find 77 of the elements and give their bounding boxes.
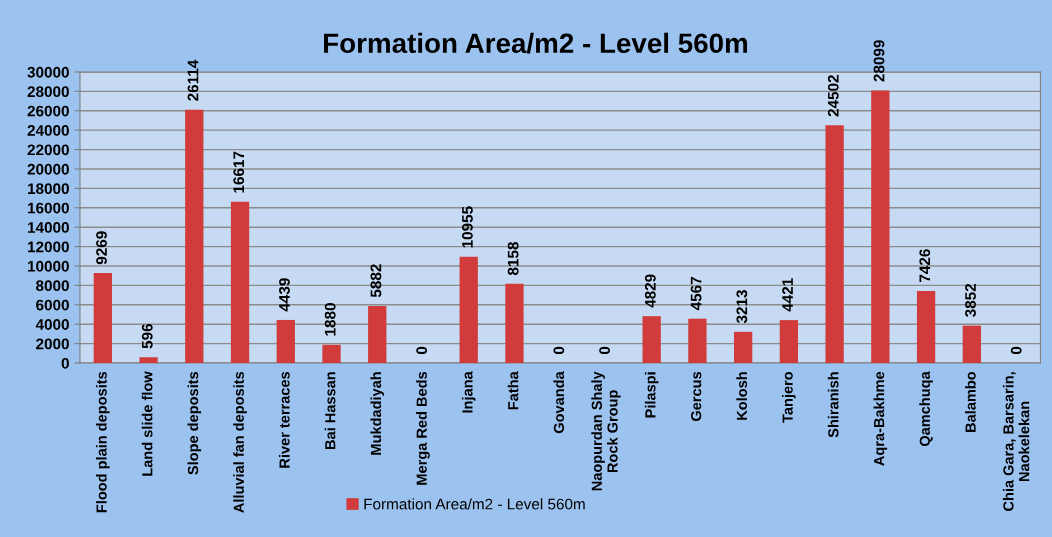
y-tick-label: 8000 (36, 280, 69, 292)
y-tick-label: 24000 (27, 125, 69, 136)
x-tick-label: River terraces (278, 371, 290, 468)
y-tick-label: 20000 (27, 163, 69, 175)
data-label: 4439 (279, 278, 290, 312)
y-tick-label: 12000 (28, 241, 69, 253)
x-tick-label: Gercus (690, 371, 702, 421)
data-label: 1880 (324, 303, 336, 336)
x-tick-label: Alluvial fan deposits (233, 371, 247, 513)
x-tick-label: Bai Hassan (324, 372, 336, 449)
bar (93, 273, 112, 364)
data-label: 0 (1010, 346, 1022, 355)
x-tick-label: Kolosh (736, 372, 748, 420)
data-label: 0 (553, 346, 565, 355)
data-label: 9269 (96, 231, 107, 265)
bar (322, 344, 341, 364)
bar (230, 201, 250, 364)
x-tick-label: Tanjero (782, 371, 796, 423)
x-tick-label: Injana (461, 371, 476, 413)
x-tick-label: Pilaspi (644, 372, 659, 418)
bar (276, 319, 295, 364)
bar (505, 283, 524, 364)
y-tick-label: 28000 (27, 86, 69, 98)
y-tick-label: 4000 (35, 319, 69, 330)
x-tick-label: Slope deposits (187, 371, 202, 475)
y-tick-label: 26000 (27, 105, 69, 117)
y-tick-label: 2000 (36, 338, 69, 350)
y-tick-label: 22000 (27, 144, 69, 156)
data-label: 4567 (690, 277, 702, 311)
data-label: 28099 (873, 40, 885, 82)
x-tick-label: Merga Red Beds (416, 371, 430, 485)
y-tick-label: 6000 (36, 299, 69, 311)
data-label: 8158 (507, 242, 519, 276)
bar (871, 90, 890, 364)
bar (825, 125, 844, 364)
bar (642, 316, 661, 364)
bar (733, 331, 753, 364)
data-label: 4829 (644, 274, 656, 308)
x-tick-label: Land slide flow (141, 371, 153, 476)
y-tick-label: 16000 (28, 202, 69, 214)
data-label: 0 (416, 346, 428, 355)
bar (688, 318, 707, 364)
bar (962, 325, 981, 364)
bar (916, 290, 936, 364)
legend-label: Formation Area/m2 - Level 560m (364, 498, 585, 510)
y-tick-label: 14000 (28, 222, 69, 233)
data-label: 7426 (919, 249, 931, 282)
bar (368, 305, 387, 364)
data-label: 24502 (827, 75, 839, 117)
bar (139, 357, 158, 364)
x-tick-label: Flood plain deposits (96, 371, 110, 513)
x-tick-label: Govanda (553, 371, 565, 434)
x-tick-label: Naopurdan Shaly Rock Group (591, 371, 621, 491)
data-label: 596 (141, 323, 153, 349)
chart-title: Formation Area/m2 - Level 560m (324, 32, 748, 54)
x-tick-label: Fatha (507, 371, 519, 410)
bar (185, 109, 204, 364)
x-tick-label: Qamchuqa (919, 371, 933, 447)
data-label: 10955 (462, 206, 473, 248)
data-label: 3213 (736, 290, 748, 324)
x-tick-label: Mukdadiyah (370, 372, 385, 455)
data-label: 5882 (370, 264, 382, 298)
x-tick-label: Balambo (965, 371, 976, 432)
data-label: 16617 (233, 151, 245, 193)
y-tick-label: 18000 (28, 183, 69, 195)
data-label: 3852 (965, 283, 976, 317)
data-label: 4421 (782, 278, 793, 312)
data-label: 0 (599, 346, 611, 355)
y-tick-label: 30000 (27, 66, 69, 78)
bar (779, 320, 799, 364)
data-label: 26114 (187, 59, 199, 101)
x-tick-label: Shiranish (827, 372, 839, 438)
y-tick-label: 10000 (28, 260, 69, 272)
x-tick-label: Aqra-Bakhme (873, 371, 888, 466)
bar (459, 256, 478, 364)
y-tick-label: 0 (61, 357, 69, 369)
x-tick-label: Chia Gara, Barsarin, Naokelekan (1002, 372, 1030, 511)
